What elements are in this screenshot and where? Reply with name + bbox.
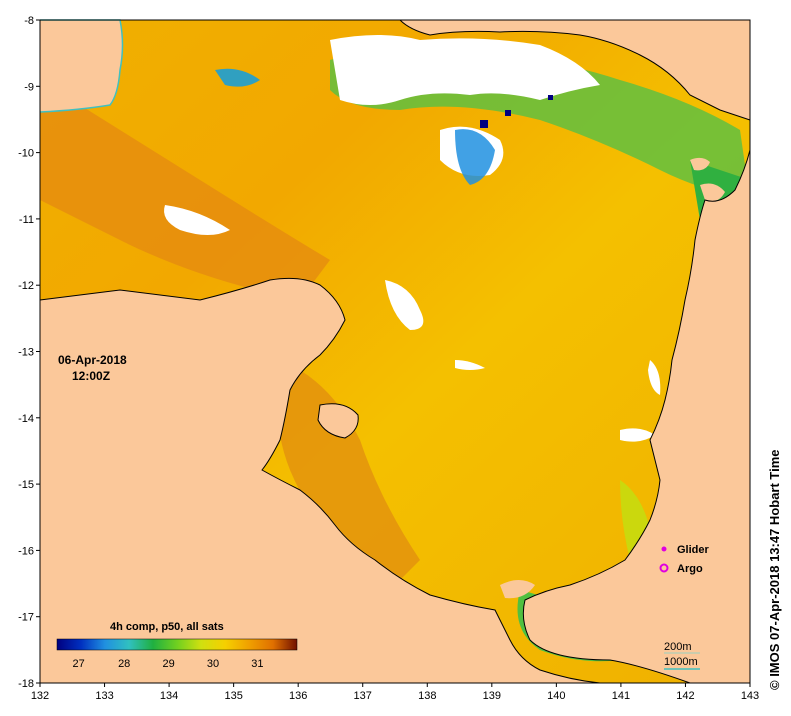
latitude-tick-label: -14 [18, 413, 34, 425]
warm-water-band [40, 80, 330, 300]
longitude-tick-label: 140 [547, 690, 565, 702]
cloud-east-coast [648, 360, 661, 395]
latitude-tick-label: -11 [19, 214, 34, 226]
cold-speck [548, 95, 553, 100]
cold-speck [480, 120, 488, 128]
longitude-tick-label: 132 [31, 690, 49, 702]
map-area [39, 19, 751, 684]
land-island [700, 183, 725, 202]
cloud-small [455, 360, 485, 370]
land-northwest [40, 20, 123, 112]
land-island [690, 157, 710, 171]
land-groote-eylandt [318, 403, 359, 438]
cloud-north [330, 35, 600, 105]
glider-label: Glider [677, 544, 710, 556]
land-wellesley-islands [500, 580, 535, 599]
date-label: 06-Apr-2018 [58, 353, 127, 367]
colorbar-gradient [56, 638, 298, 651]
coastline-cape-york [522, 149, 751, 684]
cold-patch-west [215, 68, 260, 87]
isobath-1000m-label: 1000m [664, 656, 698, 668]
longitude-tick-label: 133 [95, 690, 113, 702]
warm-water-gulf-west [276, 360, 420, 600]
isobath-line [39, 19, 124, 113]
argo-label: Argo [677, 563, 703, 575]
land-cape-york [523, 120, 750, 683]
land-new-guinea [400, 20, 750, 120]
colorbar-tick-label: 30 [207, 658, 219, 670]
latitude-tick-label: -13 [18, 347, 34, 359]
latitude-axis: -8 -9 -10 -11 -12 -13 -14 -15 -16 -17 -18 [18, 15, 40, 690]
longitude-tick-label: 143 [741, 690, 759, 702]
longitude-tick-label: 136 [289, 690, 307, 702]
cloud-east [620, 428, 655, 442]
colorbar-ticks: 27 28 29 30 31 [72, 658, 263, 670]
latitude-tick-label: -17 [18, 612, 34, 624]
longitude-tick-label: 138 [418, 690, 436, 702]
latitude-tick-label: -10 [18, 148, 34, 160]
longitude-tick-label: 142 [676, 690, 694, 702]
isobath-200m-label: 200m [664, 641, 692, 653]
coastline-south [39, 277, 601, 684]
isobath-legend: 200m 1000m [664, 641, 700, 670]
credit-text: © IMOS 07-Apr-2018 13:47 Hobart Time [767, 449, 782, 690]
cold-speck [505, 110, 511, 116]
latitude-tick-label: -18 [18, 678, 34, 690]
longitude-tick-label: 141 [612, 690, 630, 702]
longitude-axis: 132 133 134 135 136 137 138 139 140 141 142 143 [31, 683, 759, 702]
latitude-tick-label: -15 [18, 479, 34, 491]
latitude-tick-label: -9 [24, 81, 34, 93]
colorbar: 4h comp, p50, all sats 27 28 29 30 31 [56, 621, 298, 670]
cloud-central [385, 280, 424, 330]
latitude-tick-label: -8 [24, 15, 34, 27]
time-label: 12:00Z [72, 369, 110, 383]
longitude-tick-label: 137 [354, 690, 372, 702]
colorbar-tick-label: 28 [118, 658, 130, 670]
latitude-tick-label: -16 [18, 545, 34, 557]
colorbar-tick-label: 31 [251, 658, 263, 670]
longitude-tick-label: 134 [160, 690, 178, 702]
cloud-west [164, 205, 230, 235]
longitude-tick-label: 135 [224, 690, 242, 702]
argo-marker-icon [659, 563, 669, 573]
colorbar-tick-label: 29 [162, 658, 174, 670]
glider-marker-icon [661, 546, 667, 552]
cold-patch-center [455, 129, 495, 185]
latitude-tick-label: -12 [18, 280, 34, 292]
platform-legend: Glider Argo [659, 544, 710, 575]
longitude-tick-label: 139 [483, 690, 501, 702]
colorbar-title: 4h comp, p50, all sats [110, 621, 224, 633]
colorbar-tick-label: 27 [72, 658, 84, 670]
land-australia-mainland [40, 278, 600, 683]
coastline-new-guinea [399, 19, 751, 121]
coastline-groote [317, 403, 359, 439]
